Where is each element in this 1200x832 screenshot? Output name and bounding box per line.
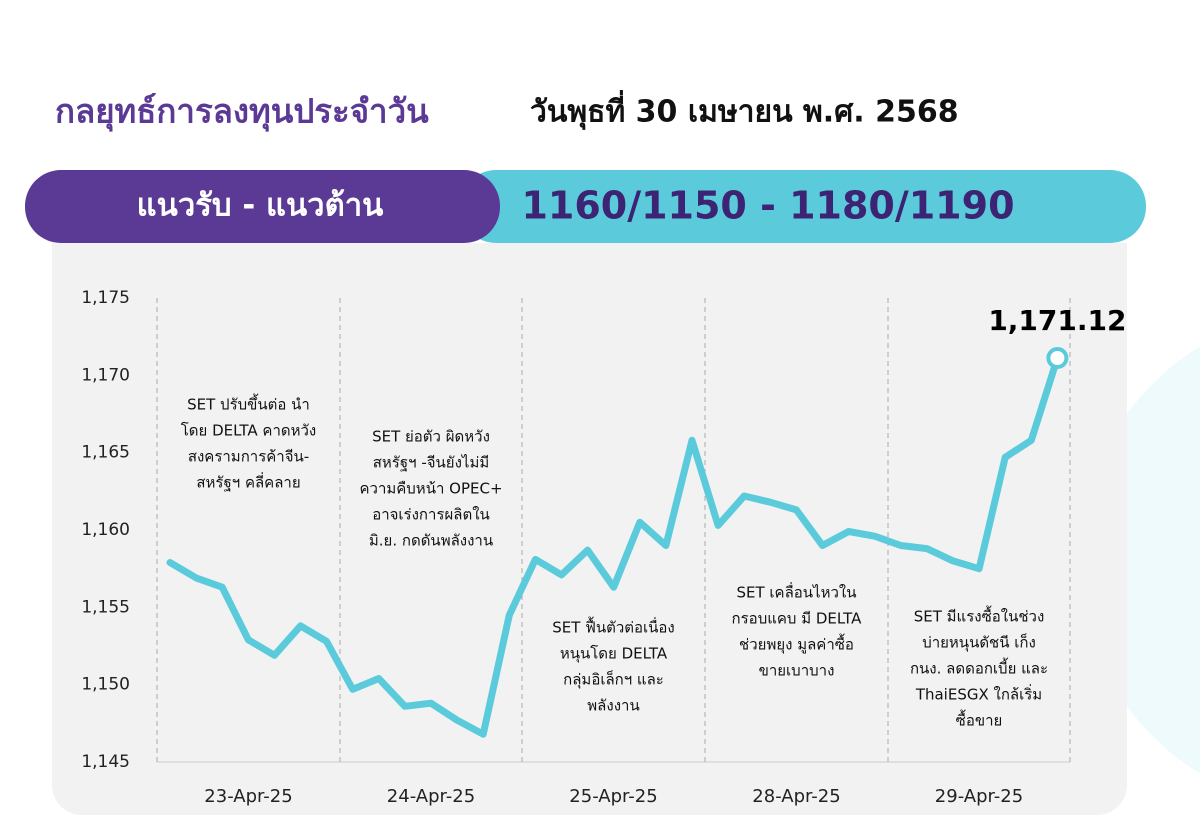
banner-label: แนวรับ - แนวต้าน — [137, 188, 384, 224]
annotation: SET มีแรงซื้อในช่วง — [914, 606, 1045, 626]
last-point — [1046, 347, 1069, 370]
annotation: SET ฟื้นตัวต่อเนื่อง — [552, 617, 674, 637]
chart-panel — [52, 243, 1127, 815]
annotation: มิ.ย. กดดันพลังงาน — [369, 532, 493, 550]
annotation: ThaiESGX ใกล้เริ่ม — [915, 684, 1042, 704]
annotation: หนุนโดย DELTA — [560, 645, 668, 664]
page-title: กลยุทธ์การลงทุนประจำวัน — [55, 92, 429, 133]
annotation: พลังงาน — [587, 697, 639, 715]
last-value-label: 1,171.12 — [988, 304, 1126, 337]
annotation: กรอบแคบ มี DELTA — [732, 610, 863, 628]
annotation: SET ย่อตัว ผิดหวัง — [372, 428, 490, 446]
index-line — [166, 354, 1061, 738]
y-tick-label: 1,175 — [81, 288, 130, 308]
annotation: อาจเร่งการผลิตใน — [372, 506, 490, 524]
x-tick-label: 25-Apr-25 — [569, 786, 657, 807]
annotation: SET เคลื่อนไหวใน — [737, 582, 857, 602]
annotation: สหรัฐฯ คลี่คลาย — [196, 472, 300, 492]
annotation: กนง. ลดดอกเบี้ย และ — [910, 658, 1048, 678]
annotation: บ่ายหนุนดัชนี เก็ง — [922, 633, 1036, 653]
y-tick-label: 1,160 — [81, 520, 130, 540]
banner-range-bg — [460, 170, 1146, 243]
plot: 1,145 1,150 1,155 1,160 1,165 1,170 1,175 23-Ap… — [81, 288, 1126, 807]
y-tick-label: 1,155 — [81, 597, 130, 617]
annotation: โดย DELTA คาดหวัง — [181, 422, 317, 440]
annotation: ซื้อขาย — [956, 710, 1003, 730]
x-tick-label: 24-Apr-25 — [387, 786, 475, 807]
banner-range: 1160/1150 - 1180/1190 — [521, 184, 1014, 228]
annotation: ขายเบาบาง — [759, 662, 835, 680]
annotation: สหรัฐฯ -จีนยังไม่มี — [373, 454, 489, 472]
y-tick-label: 1,165 — [81, 443, 130, 463]
annotation: สงครามการค้าจีน- — [188, 448, 309, 466]
x-tick-label: 28-Apr-25 — [752, 786, 840, 807]
x-tick-label: 23-Apr-25 — [204, 786, 292, 807]
banner-label-bg — [25, 170, 500, 243]
annotation: ความคืบหน้า OPEC+ — [359, 480, 502, 498]
annotation: ช่วยพยุง มูลค่าซื้อ — [739, 634, 854, 655]
y-tick-label: 1,145 — [81, 752, 130, 772]
annotation: SET ปรับขึ้นต่อ นำ — [187, 394, 310, 414]
y-tick-label: 1,150 — [81, 675, 130, 695]
y-tick-label: 1,170 — [81, 365, 130, 385]
page-date: วันพุธที่ 30 เมษายน พ.ศ. 2568 — [530, 90, 959, 131]
x-tick-label: 29-Apr-25 — [935, 786, 1023, 807]
annotation: กลุ่มอิเล็กฯ และ — [563, 670, 664, 690]
